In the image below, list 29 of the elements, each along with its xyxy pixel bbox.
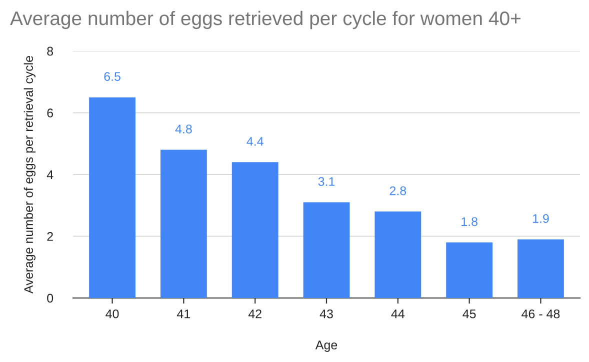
x-tick-label: 45 — [462, 310, 476, 318]
x-tick-label: 41 — [177, 310, 190, 318]
bar — [89, 97, 136, 298]
x-tick-label: 44 — [391, 310, 404, 318]
x-tick-label: 40 — [106, 309, 119, 318]
bar — [303, 202, 350, 298]
x-tick-label: 46 - 48 — [522, 309, 560, 318]
x-tick-label: 43 — [320, 309, 333, 318]
y-tick-label: 2 — [47, 232, 53, 241]
data-label: 4.4 — [246, 137, 264, 146]
x-tick-label: 42 — [248, 309, 262, 318]
bar — [446, 242, 493, 298]
x-axis-title: Age — [315, 340, 338, 352]
y-tick-label: 6 — [47, 108, 54, 118]
y-tick-label: 8 — [47, 46, 54, 56]
data-label: 1.9 — [532, 214, 549, 223]
bar — [374, 212, 422, 298]
chart-title: Average number of eggs retrieved per cycle for women 40+ — [10, 10, 520, 30]
bar — [518, 239, 564, 298]
bar — [160, 150, 207, 298]
y-tick-label: 0 — [47, 294, 54, 303]
data-label: 2.8 — [390, 186, 406, 196]
data-label: 1.8 — [462, 217, 478, 226]
data-label: 6.5 — [104, 72, 120, 81]
bar — [232, 162, 278, 298]
data-label: 4.8 — [175, 124, 192, 134]
y-axis-title: Average number of eggs per retrieval cycle — [24, 56, 36, 294]
data-label: 3.1 — [318, 177, 335, 186]
y-tick-label: 4 — [46, 170, 54, 180]
